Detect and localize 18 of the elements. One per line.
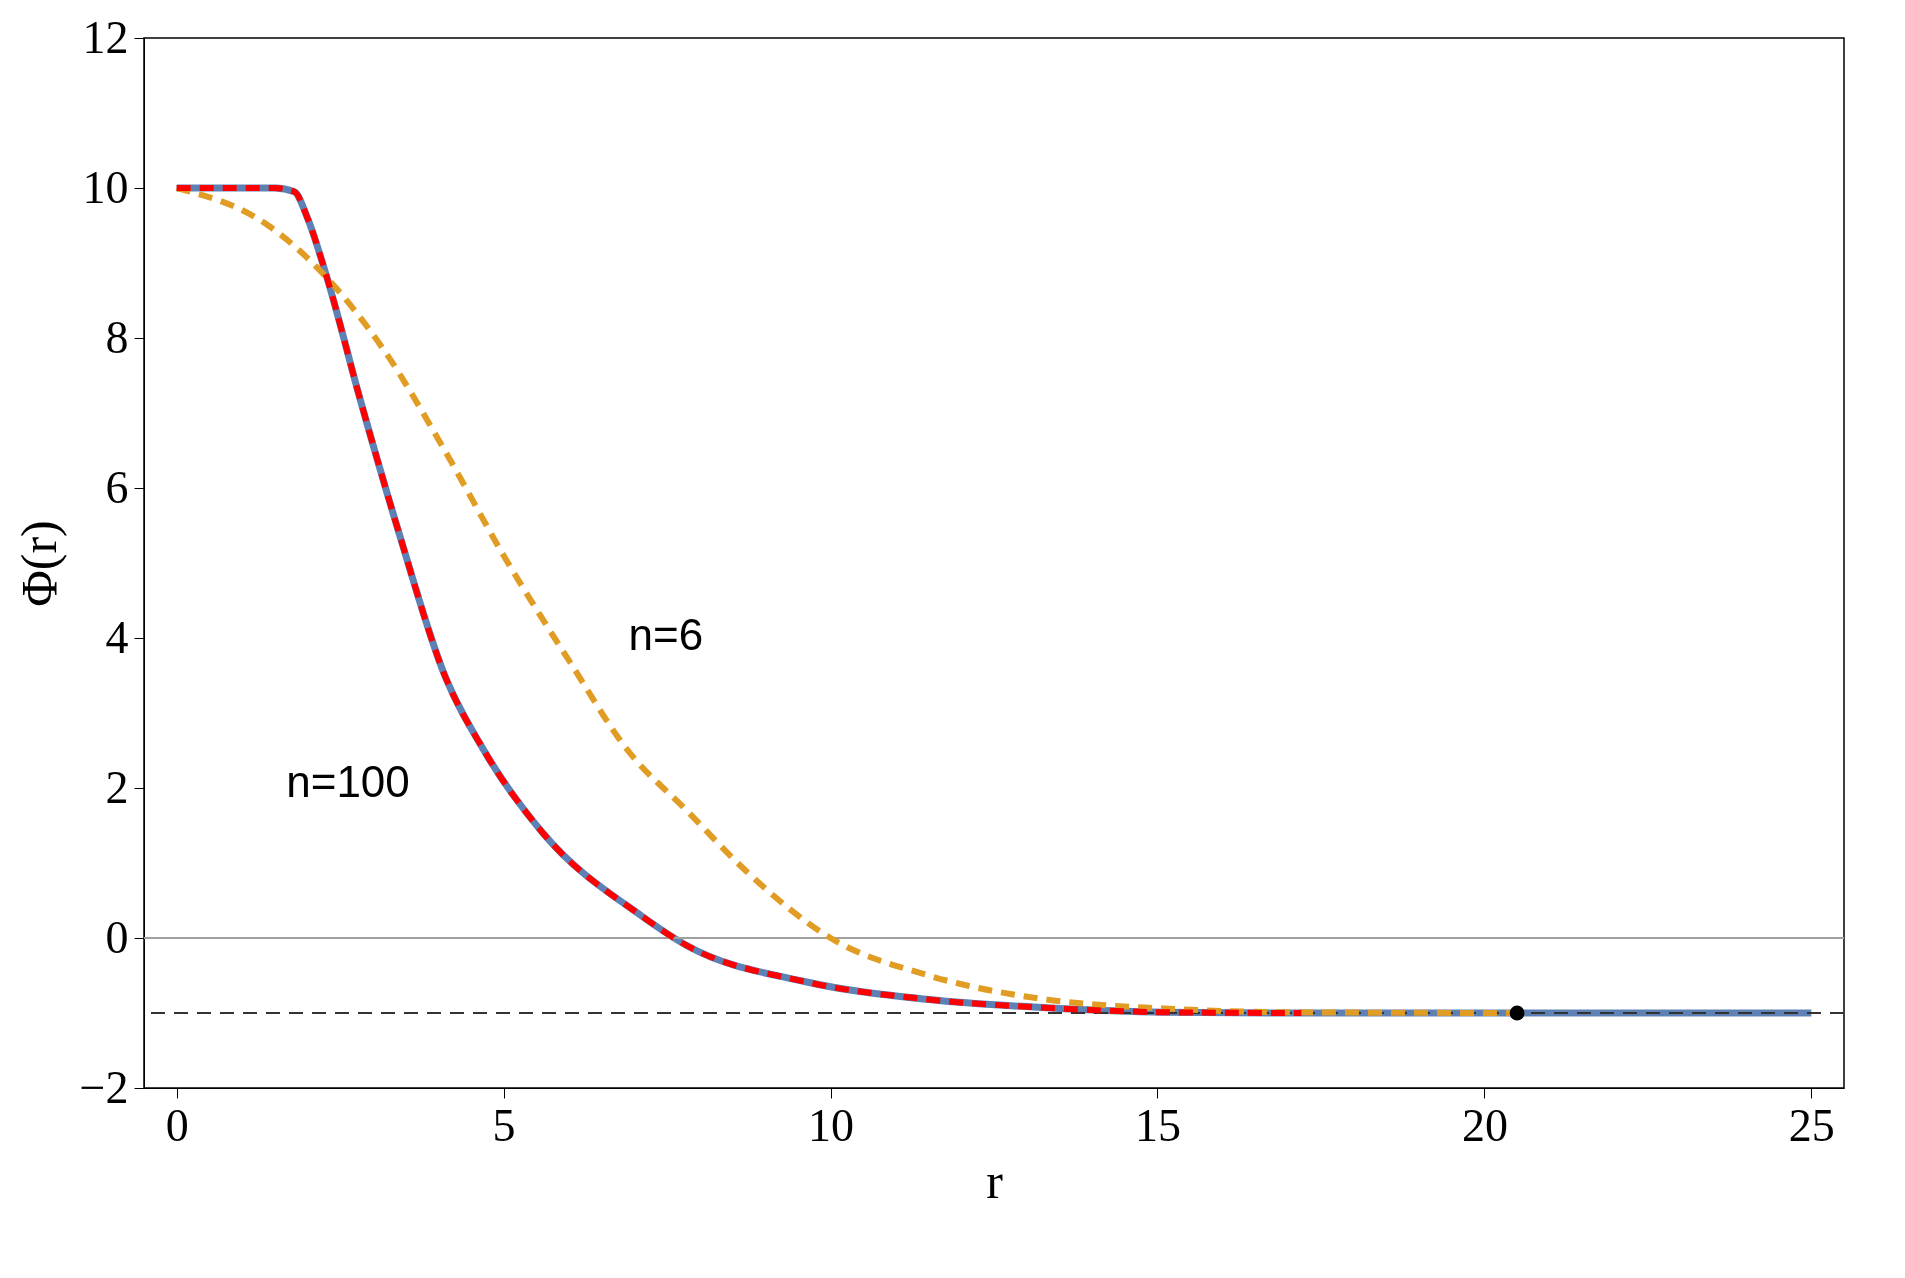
y-tick-label: 2 <box>105 761 129 813</box>
x-tick-label: 10 <box>808 1099 855 1151</box>
y-tick-label: 12 <box>82 11 129 63</box>
y-tick-label: −2 <box>79 1061 129 1113</box>
x-tick-label: 20 <box>1461 1099 1508 1151</box>
annotation: n=100 <box>286 756 410 806</box>
y-axis-title: Φ(r) <box>10 520 67 607</box>
y-tick-label: 6 <box>105 461 129 513</box>
y-tick-label: 10 <box>82 161 129 213</box>
y-tick-label: 8 <box>105 311 129 363</box>
y-tick-label: 4 <box>105 611 129 663</box>
x-tick-label: 0 <box>165 1099 189 1151</box>
y-tick-label: 0 <box>105 911 129 963</box>
x-axis-title: r <box>986 1152 1004 1209</box>
x-tick-label: 5 <box>492 1099 516 1151</box>
x-tick-label: 25 <box>1788 1099 1835 1151</box>
x-tick-label: 15 <box>1134 1099 1181 1151</box>
annotation: n=6 <box>628 609 704 659</box>
